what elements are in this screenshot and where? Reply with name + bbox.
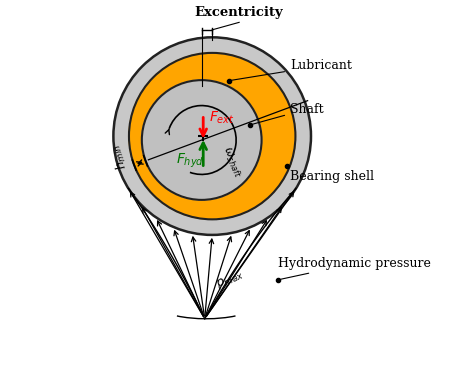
Text: Hydrodynamic pressure: Hydrodynamic pressure <box>278 257 431 279</box>
Text: $F_{hyd}$: $F_{hyd}$ <box>176 152 204 170</box>
Text: $h_{min}$: $h_{min}$ <box>107 142 131 172</box>
Text: Lubricant: Lubricant <box>231 59 352 80</box>
Text: $F_{ext}$: $F_{ext}$ <box>209 110 235 126</box>
Circle shape <box>142 80 262 200</box>
Circle shape <box>113 37 311 235</box>
Text: $p_{max}$: $p_{max}$ <box>214 267 246 292</box>
Text: Excentricity: Excentricity <box>195 7 283 20</box>
Text: Bearing shell: Bearing shell <box>287 166 374 183</box>
Text: $\omega_{shaft}$: $\omega_{shaft}$ <box>219 145 245 180</box>
Text: Shaft: Shaft <box>252 103 324 124</box>
Circle shape <box>129 53 295 219</box>
